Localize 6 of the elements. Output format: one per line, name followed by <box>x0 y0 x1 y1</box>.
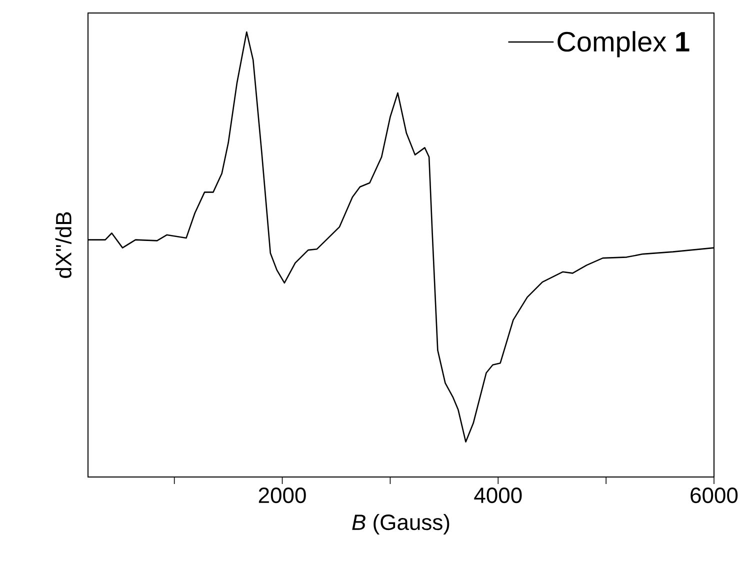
x-tick-label: 2000 <box>258 488 306 504</box>
legend-label: Complex 1 <box>558 31 690 58</box>
x-tick-label: 6000 <box>690 488 738 504</box>
y-axis-title: dX"/dB <box>55 212 72 278</box>
x-axis-title: B (Gauss) <box>352 514 450 534</box>
x-tick-label: 4000 <box>474 488 522 504</box>
